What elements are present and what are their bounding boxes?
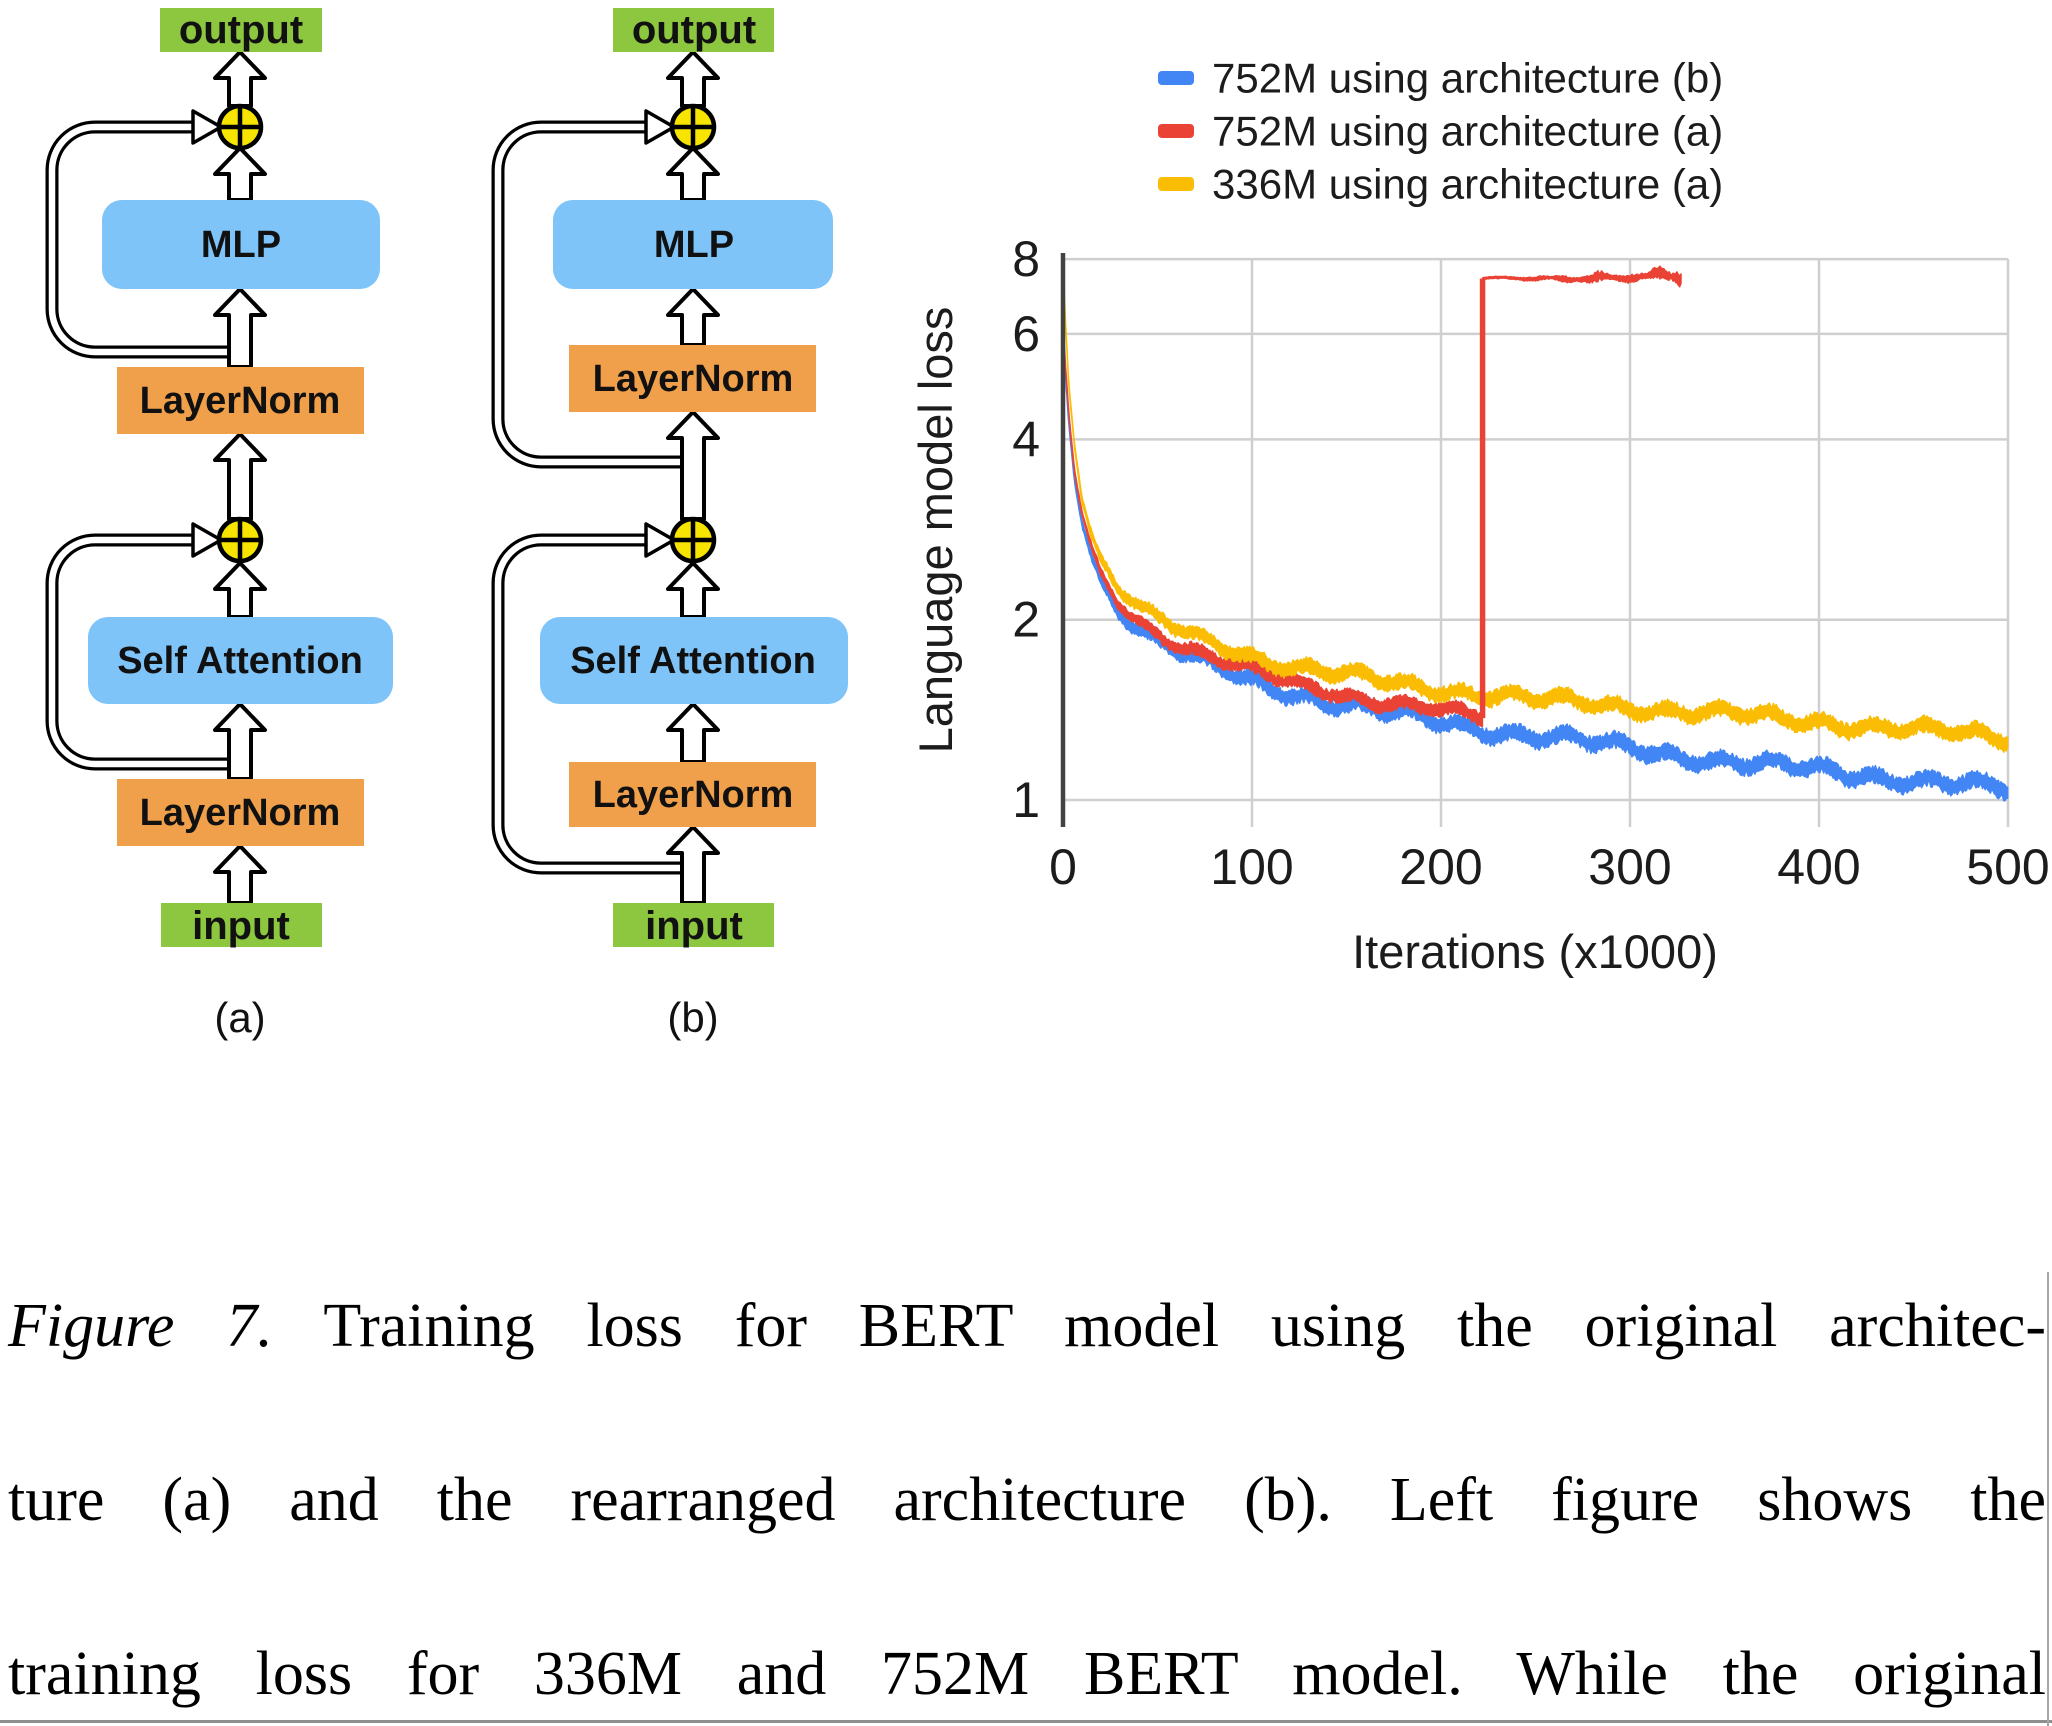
legend-swatch xyxy=(1158,71,1194,85)
page-bottom-rule xyxy=(0,1720,2052,1723)
chart-axes: 1 2 4 6 8 0 100 200 300 400 500 Iterations (x1000) L… xyxy=(909,231,2050,978)
legend-label: 752M using architecture (a) xyxy=(1212,108,1723,155)
self-attention-label: Self Attention xyxy=(117,640,363,682)
up-arrow-icon xyxy=(666,561,720,619)
caption-figure-number: Figure 7. xyxy=(8,1292,273,1360)
diagram-b-sublabel: (b) xyxy=(667,994,718,1041)
up-arrow-icon xyxy=(213,50,267,108)
chart-legend: 752M using architecture (b) 752M using ar… xyxy=(1158,55,1723,208)
layernorm-label: LayerNorm xyxy=(593,358,794,400)
self-attention-box xyxy=(540,617,848,704)
caption-text: Training loss for BERT model using the o… xyxy=(272,1292,2046,1360)
layernorm-label: LayerNorm xyxy=(140,380,341,422)
up-arrow-icon xyxy=(666,825,720,905)
diagram-a-sublabel: (a) xyxy=(214,994,265,1041)
layernorm-box xyxy=(569,345,816,412)
y-axis-title: Language model loss xyxy=(909,307,962,754)
up-arrow-icon xyxy=(213,287,267,369)
legend-swatch xyxy=(1158,177,1194,191)
chart-series xyxy=(1062,258,2009,802)
legend-label: 752M using architecture (b) xyxy=(1212,55,1723,102)
y-tick-label: 8 xyxy=(1012,231,1040,287)
x-tick-label: 200 xyxy=(1399,839,1482,895)
y-tick-label: 6 xyxy=(1012,306,1040,362)
layernorm-box xyxy=(117,367,364,434)
up-arrow-icon xyxy=(666,287,720,347)
mlp-label: MLP xyxy=(654,224,734,266)
residual-skip-attn-a-inner xyxy=(48,536,229,768)
x-tick-label: 100 xyxy=(1210,839,1293,895)
up-arrow-icon xyxy=(213,432,267,521)
y-tick-label: 2 xyxy=(1012,592,1040,648)
residual-skip-mlp-b-inner xyxy=(494,123,682,466)
x-tick-label: 0 xyxy=(1049,839,1077,895)
output-label: output xyxy=(632,8,756,52)
series-band-336M-a xyxy=(1062,258,2009,753)
skip-arrowhead-icon xyxy=(644,109,676,145)
residual-skip-mlp-a-inner xyxy=(48,123,229,356)
input-box xyxy=(161,903,322,947)
skip-arrowhead-icon xyxy=(191,109,223,145)
output-box xyxy=(160,8,322,52)
y-tick-label: 1 xyxy=(1012,772,1040,828)
series-band-752M-a-plateau xyxy=(1481,265,1682,288)
page-right-rule xyxy=(2047,1272,2049,1726)
up-arrow-icon xyxy=(666,50,720,108)
legend-swatch xyxy=(1158,124,1194,138)
architecture-diagram-a: output MLP LayerNorm Self Attention Laye… xyxy=(45,8,393,1041)
caption-line: ture (a) and the rearranged architecture… xyxy=(8,1466,2046,1534)
caption-line: training loss for 336M and 752M BERT mod… xyxy=(8,1640,2046,1708)
caption-line: Figure 7. Training loss for BERT model u… xyxy=(8,1283,2046,1457)
up-arrow-icon xyxy=(213,561,267,619)
up-arrow-icon xyxy=(213,844,267,905)
residual-skip-attn-b-inner xyxy=(494,536,682,872)
self-attention-label: Self Attention xyxy=(570,640,816,682)
output-box xyxy=(613,8,774,52)
legend-label: 336M using architecture (a) xyxy=(1212,161,1723,208)
input-label: input xyxy=(645,904,743,948)
skip-arrowhead-icon xyxy=(644,522,676,558)
x-tick-label: 400 xyxy=(1777,839,1860,895)
up-arrow-icon xyxy=(213,702,267,781)
y-tick-label: 4 xyxy=(1012,411,1040,467)
layernorm-box xyxy=(569,762,816,827)
output-label: output xyxy=(179,8,303,52)
up-arrow-icon xyxy=(666,146,720,202)
up-arrow-icon xyxy=(666,702,720,764)
mlp-box xyxy=(553,200,833,289)
up-arrow-icon xyxy=(213,146,267,202)
skip-arrowhead-icon xyxy=(191,522,223,558)
x-axis-title: Iterations (x1000) xyxy=(1352,925,1718,978)
layernorm-label: LayerNorm xyxy=(593,774,794,816)
figure-caption: Figure 7. Training loss for BERT model u… xyxy=(8,1283,2046,1726)
input-box xyxy=(613,903,774,947)
mlp-box xyxy=(102,200,380,289)
architecture-diagram-b: output MLP LayerNorm Self Attention Laye… xyxy=(491,8,848,1041)
layernorm-label: LayerNorm xyxy=(140,792,341,834)
mlp-label: MLP xyxy=(201,224,281,266)
series-band-752M-a xyxy=(1062,319,1484,727)
self-attention-box xyxy=(88,617,393,704)
layernorm-box xyxy=(117,779,364,846)
training-loss-chart: 1 2 4 6 8 0 100 200 300 400 500 Iterations (x1000) L… xyxy=(909,55,2050,979)
up-arrow-icon xyxy=(666,410,720,521)
x-tick-label: 500 xyxy=(1966,839,2049,895)
input-label: input xyxy=(192,904,290,948)
x-tick-label: 300 xyxy=(1588,839,1671,895)
